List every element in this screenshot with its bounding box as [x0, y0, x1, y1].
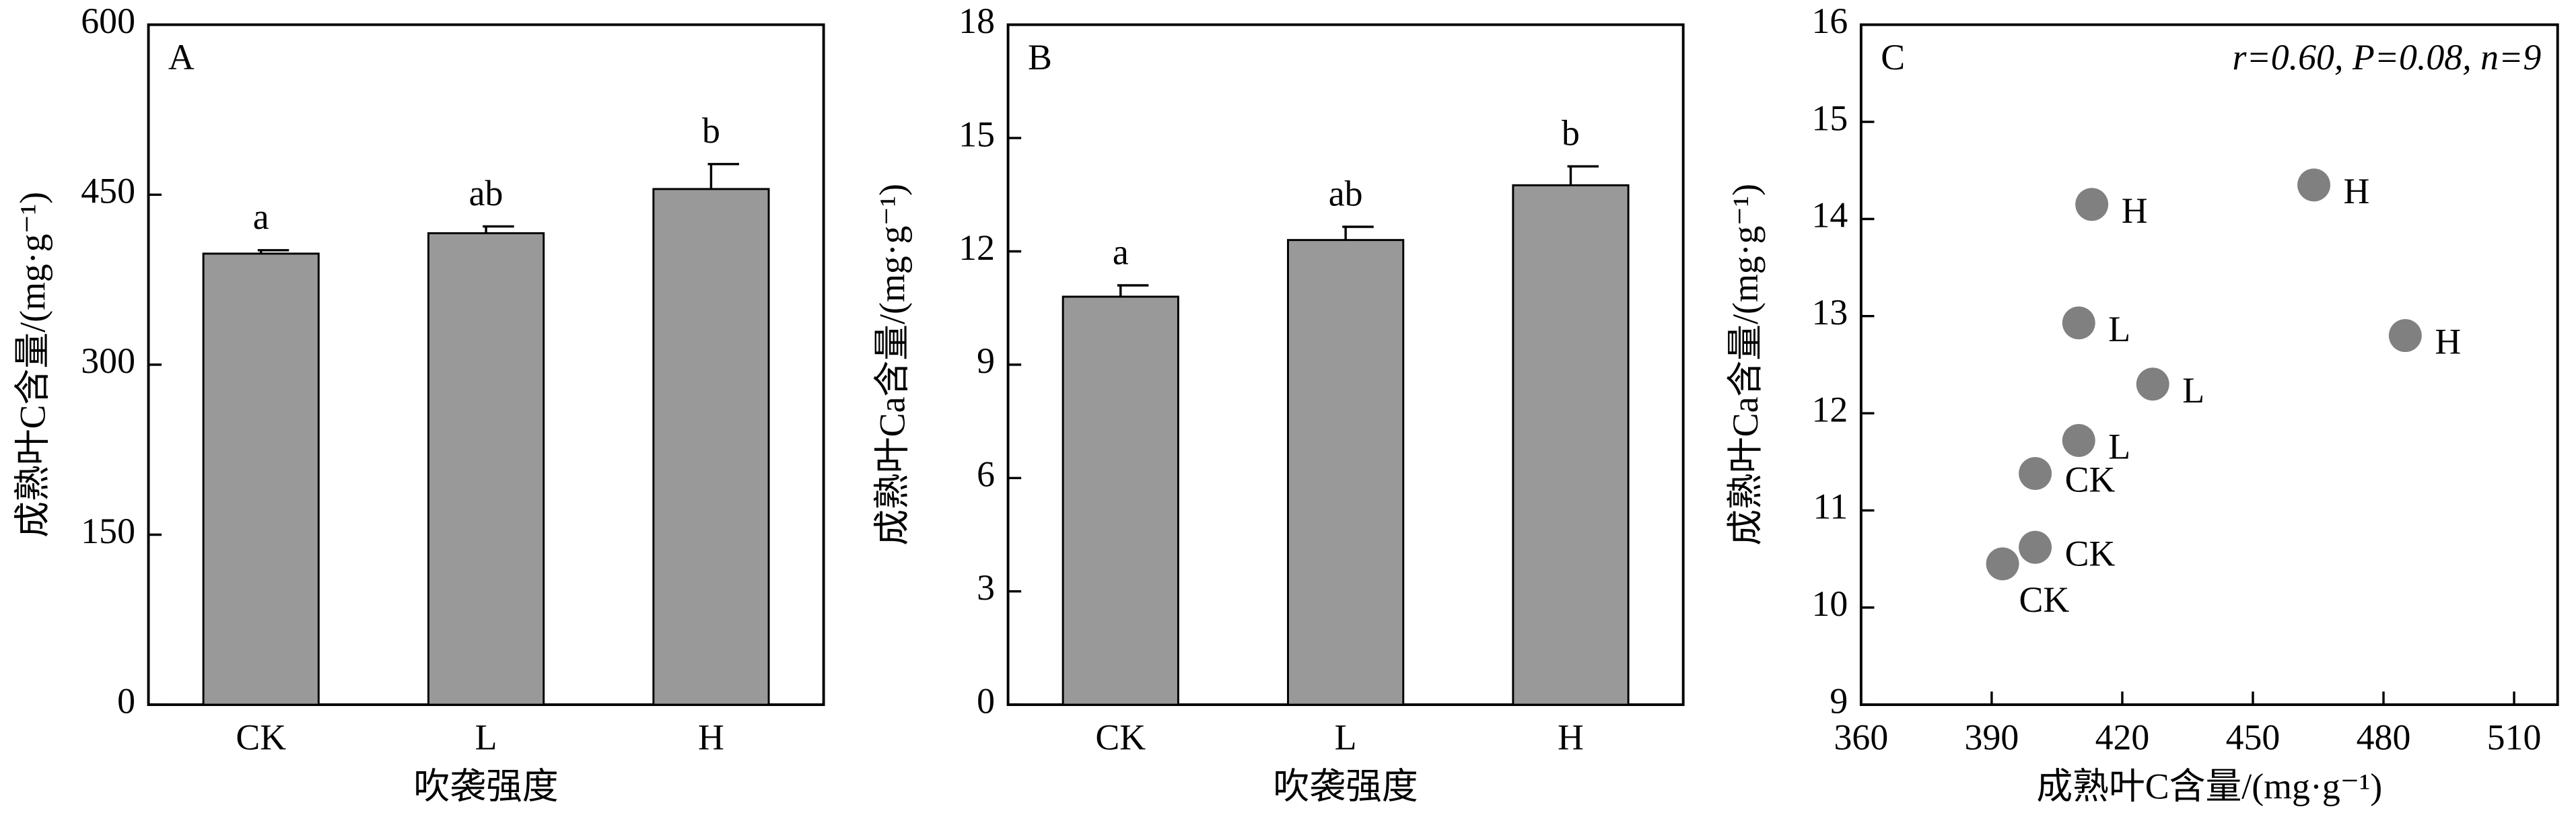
point-label: L	[2108, 427, 2130, 467]
y-tick-label: 0	[977, 680, 995, 721]
y-tick-label: 18	[959, 1, 995, 41]
scatter-point	[2019, 457, 2052, 491]
panel-label: B	[1028, 37, 1052, 77]
x-tick-label: 510	[2487, 717, 2542, 757]
y-tick-label: 9	[977, 341, 995, 381]
x-tick-label: 450	[2226, 717, 2281, 757]
bar	[652, 188, 770, 706]
point-label: CK	[2065, 460, 2116, 500]
scatter-point	[2388, 319, 2422, 353]
bar	[1061, 295, 1179, 706]
y-tick-label: 13	[1811, 292, 1848, 332]
x-axis-label: 吹袭强度	[413, 767, 558, 807]
x-tick-label: CK	[236, 717, 286, 757]
y-tick-label: 12	[959, 227, 995, 268]
x-tick-label: 390	[1965, 717, 2019, 757]
y-axis-label: 成熟叶Ca含量/(mg·g⁻¹)	[872, 184, 913, 546]
y-tick-label: 6	[977, 454, 995, 495]
panel-label: A	[168, 37, 195, 77]
x-axis-label: 吹袭强度	[1274, 767, 1418, 807]
y-tick-label: 16	[1811, 1, 1848, 41]
scatter-point	[2019, 530, 2052, 564]
bar	[1287, 239, 1405, 706]
point-label: H	[2122, 190, 2148, 231]
scatter-point	[2136, 367, 2169, 401]
scatter-point	[2062, 306, 2095, 340]
bar	[202, 252, 320, 706]
x-axis-label: 成熟叶C含量/(mg·g⁻¹)	[2036, 767, 2382, 807]
significance-letter: ab	[469, 173, 503, 213]
point-label: L	[2108, 309, 2130, 349]
scatter-point	[1986, 547, 2019, 581]
scatter-point	[2075, 188, 2109, 221]
scatter-point	[2062, 424, 2095, 457]
y-tick-label: 300	[81, 341, 135, 381]
x-tick-label: 360	[1834, 717, 1889, 757]
x-tick-label: H	[698, 717, 724, 757]
y-tick-label: 0	[117, 680, 135, 721]
point-label: CK	[2019, 579, 2070, 620]
y-axis-label: 成熟叶C含量/(mg·g⁻¹)	[13, 192, 53, 538]
x-tick-label: 480	[2357, 717, 2411, 757]
scatter-point	[2297, 168, 2330, 202]
bar	[1512, 184, 1630, 706]
point-label: CK	[2065, 533, 2116, 573]
panel-label: C	[1881, 37, 1905, 77]
significance-letter: b	[702, 110, 720, 151]
y-tick-label: 9	[1830, 680, 1848, 721]
y-tick-label: 600	[81, 1, 135, 41]
significance-letter: a	[1113, 232, 1129, 272]
x-tick-label: L	[475, 717, 497, 757]
y-tick-label: 10	[1811, 583, 1848, 624]
point-label: L	[2182, 370, 2204, 411]
y-tick-label: 12	[1811, 389, 1848, 429]
significance-letter: a	[253, 197, 269, 237]
y-tick-label: 150	[81, 511, 135, 551]
significance-letter: ab	[1329, 173, 1363, 213]
bar	[427, 232, 545, 706]
point-label: H	[2344, 171, 2370, 211]
y-tick-label: 11	[1813, 487, 1848, 527]
y-tick-label: 3	[977, 567, 995, 608]
point-label: H	[2435, 322, 2461, 362]
significance-letter: b	[1562, 113, 1580, 153]
plot-frame	[1859, 23, 2559, 707]
y-tick-label: 15	[1811, 98, 1848, 138]
x-tick-label: CK	[1095, 717, 1146, 757]
y-axis-label: 成熟叶Ca含量/(mg·g⁻¹)	[1725, 184, 1766, 546]
y-tick-label: 15	[959, 114, 995, 154]
y-tick-label: 14	[1811, 195, 1848, 236]
annotation: r=0.60, P=0.08, n=9	[2233, 37, 2542, 77]
x-tick-label: 420	[2095, 717, 2150, 757]
x-tick-label: H	[1558, 717, 1584, 757]
x-tick-label: L	[1335, 717, 1357, 757]
y-tick-label: 450	[81, 171, 135, 211]
